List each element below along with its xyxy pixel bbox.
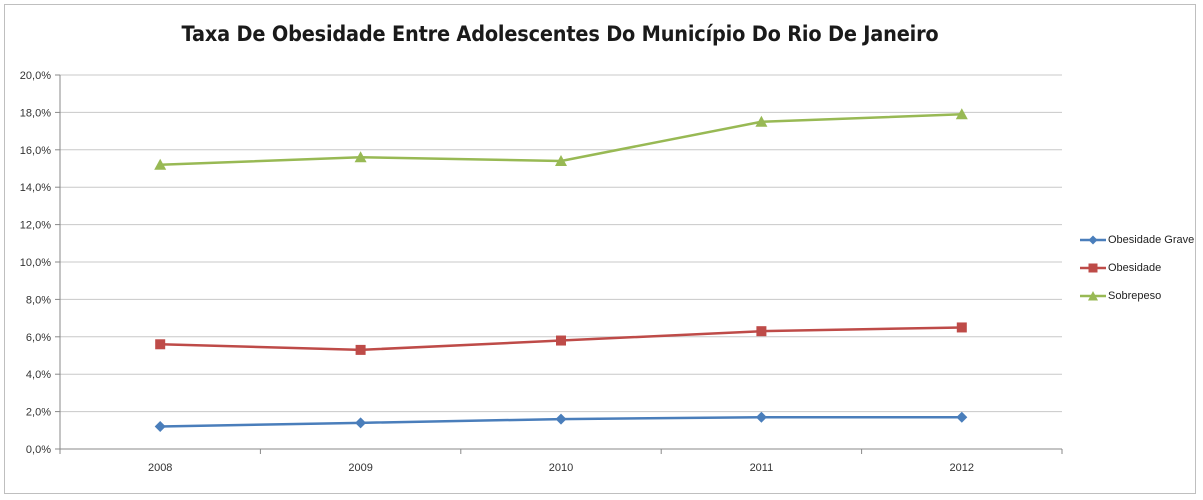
data-point-sobrepeso-2011 bbox=[755, 115, 768, 127]
data-point-sobrepeso-2008 bbox=[154, 158, 167, 170]
data-point-obesidade-2009 bbox=[355, 344, 366, 355]
y-tick-label: 2,0% bbox=[26, 407, 51, 419]
x-tick-label-2012: 2012 bbox=[950, 462, 974, 474]
chart-frame bbox=[4, 4, 1196, 494]
legend-label-sobrepeso: Sobrepeso bbox=[1108, 290, 1162, 302]
data-point-sobrepeso-2009 bbox=[354, 151, 367, 163]
legend-swatch-obesidade bbox=[1080, 263, 1106, 273]
legend-swatch-sobrepeso bbox=[1080, 291, 1106, 301]
legend-item-obesidade: Obesidade bbox=[1080, 254, 1202, 282]
y-tick-label: 4,0% bbox=[26, 369, 51, 381]
y-tick-label: 12,0% bbox=[20, 220, 51, 232]
legend-item-obesidade-grave: Obesidade Grave bbox=[1080, 226, 1202, 254]
y-tick-label: 6,0% bbox=[26, 332, 51, 344]
y-tick-label: 14,0% bbox=[20, 182, 51, 194]
legend-label-obesidade-grave: Obesidade Grave bbox=[1108, 234, 1195, 246]
series-group bbox=[154, 108, 968, 433]
data-point-obesidade-2008 bbox=[155, 339, 166, 350]
y-tick-label: 16,0% bbox=[20, 145, 51, 157]
x-tick-label-2010: 2010 bbox=[549, 462, 573, 474]
y-tick-label: 8,0% bbox=[26, 294, 51, 306]
series-obesidade bbox=[155, 322, 967, 355]
data-point-obesidade-grave-2009 bbox=[355, 417, 367, 429]
data-point-obesidade-grave-2011 bbox=[755, 411, 767, 423]
series-obesidade-grave bbox=[154, 411, 968, 433]
axes: 0,0% 2,0% 4,0% 6,0% 8,0% 10,0% 12,0% 14,0% 16,0%… bbox=[20, 70, 1063, 474]
x-tick-label-2011: 2011 bbox=[750, 462, 774, 474]
data-point-obesidade-2010 bbox=[556, 335, 566, 346]
data-point-sobrepeso-2010 bbox=[555, 155, 567, 167]
x-tick-label-2009: 2009 bbox=[348, 462, 372, 474]
data-point-obesidade-2011 bbox=[756, 326, 767, 337]
data-point-obesidade-grave-2010 bbox=[555, 413, 567, 425]
data-point-sobrepeso-2012 bbox=[955, 108, 968, 120]
y-tick-label: 10,0% bbox=[20, 257, 51, 269]
legend-label-obesidade: Obesidade bbox=[1108, 262, 1162, 274]
y-tick-label: 0,0% bbox=[26, 444, 51, 456]
data-point-obesidade-grave-2012 bbox=[956, 411, 968, 423]
legend-swatch-obesidade-grave bbox=[1080, 235, 1106, 245]
x-tick-label-2008: 2008 bbox=[148, 462, 172, 474]
gridlines bbox=[60, 74, 1062, 413]
chart-title: Taxa De Obesidade Entre Adolescentes Do … bbox=[181, 22, 939, 46]
data-point-obesidade-grave-2008 bbox=[154, 421, 166, 433]
y-tick-label: 20,0% bbox=[20, 70, 51, 82]
legend: Obesidade Grave Obesidade Sobrepeso bbox=[1080, 226, 1202, 310]
data-point-obesidade-2012 bbox=[956, 322, 967, 333]
y-tick-label: 18,0% bbox=[20, 107, 51, 119]
legend-item-sobrepeso: Sobrepeso bbox=[1080, 282, 1202, 310]
series-sobrepeso bbox=[154, 108, 968, 170]
